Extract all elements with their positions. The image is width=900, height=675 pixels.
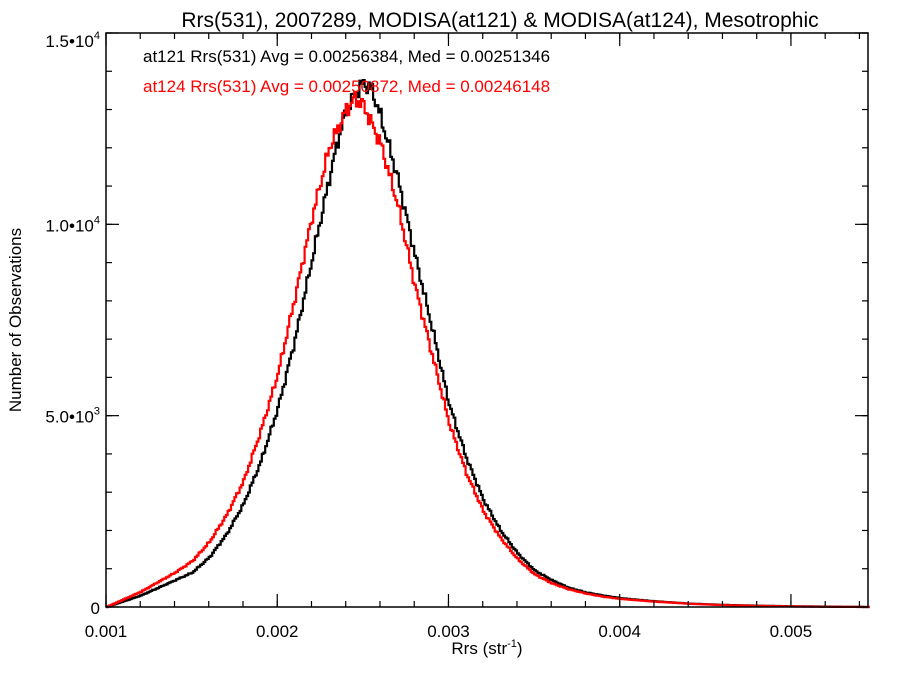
plot-frame	[105, 32, 869, 608]
series-line-1	[106, 91, 870, 609]
chart-title: Rrs(531), 2007289, MODISA(at121) & MODIS…	[181, 9, 818, 32]
x-tick-label: 0.002	[256, 622, 299, 641]
series-lines	[106, 79, 870, 609]
x-axis-label: Rrs (str-1)	[451, 638, 522, 658]
x-tick-label: 0.005	[770, 622, 813, 641]
y-axis-label: Number of Observations	[6, 228, 25, 412]
x-tick-label: 0.003	[427, 622, 470, 641]
y-tick-label: 1.5•104	[45, 30, 100, 51]
annotation-at121: at121 Rrs(531) Avg = 0.00256384, Med = 0…	[143, 47, 550, 66]
x-tick-label: 0.004	[598, 622, 641, 641]
annotation-at124: at124 Rrs(531) Avg = 0.00250872, Med = 0…	[143, 77, 550, 96]
y-tick-labels: 0 5.0•103 1.0•104 1.5•104	[45, 30, 100, 618]
y-tick-label: 1.0•104	[45, 214, 100, 235]
y-tick-label: 0	[91, 599, 100, 618]
tick-marks	[105, 32, 868, 608]
y-tick-label: 5.0•103	[45, 406, 100, 427]
series-line-0	[106, 79, 870, 609]
x-tick-labels: 0.001 0.002 0.003 0.004 0.005	[85, 622, 812, 641]
x-tick-label: 0.001	[85, 622, 128, 641]
